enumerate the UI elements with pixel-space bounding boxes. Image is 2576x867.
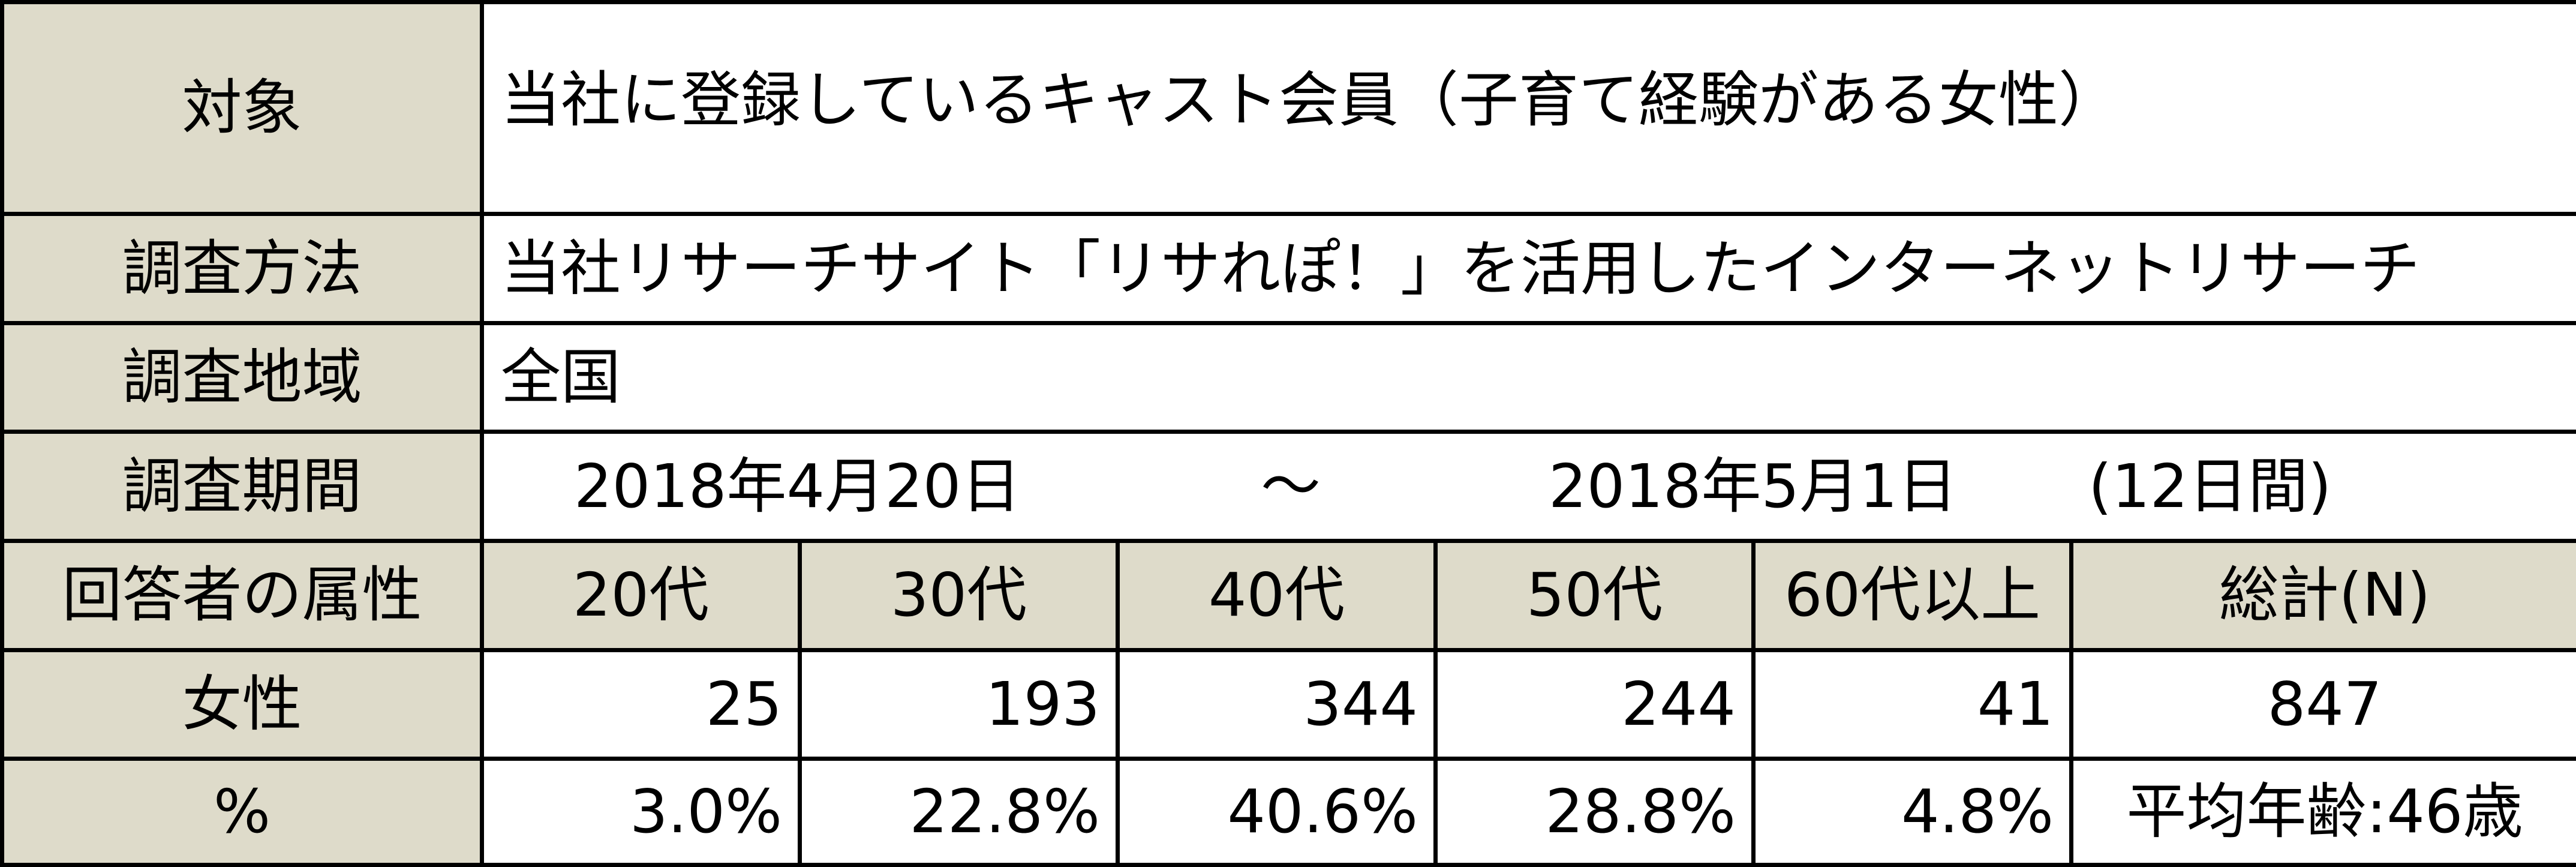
row-method: 調査方法 当社リサーチサイト「リサれぽ！」を活用したインターネットリサーチ — [0, 212, 2576, 325]
attributes-label: 回答者の属性 — [0, 539, 484, 652]
total-header: 総計(N) — [2069, 539, 2576, 652]
percent-30s: 22.8% — [798, 757, 1120, 867]
row-female: 女性 25 193 344 244 41 847 — [0, 647, 2576, 761]
age-header-40s: 40代 — [1116, 539, 1438, 652]
region-label: 調査地域 — [0, 320, 484, 434]
age-header-30s: 30代 — [798, 539, 1120, 652]
female-count-total: 847 — [2069, 647, 2576, 761]
target-label: 対象 — [0, 0, 484, 217]
row-period: 調査期間 2018年4月20日 ～ 2018年5月1日 (12日間) — [0, 430, 2576, 544]
percent-50s: 28.8% — [1433, 757, 1756, 867]
region-value: 全国 — [479, 320, 2576, 434]
percent-20s: 3.0% — [480, 757, 802, 867]
percent-60s-plus: 4.8% — [1751, 757, 2073, 867]
age-header-60s-plus: 60代以上 — [1751, 539, 2073, 652]
row-target: 対象 当社に登録しているキャスト会員（子育て経験がある女性） — [0, 0, 2576, 217]
average-age: 平均年齢:46歳 — [2069, 757, 2576, 867]
method-label: 調査方法 — [0, 212, 484, 325]
period-end: 2018年5月1日 — [1549, 451, 1958, 521]
method-value: 当社リサーチサイト「リサれぽ！」を活用したインターネットリサーチ — [479, 212, 2576, 325]
female-count-30s: 193 — [798, 647, 1120, 761]
period-line: 2018年4月20日 ～ 2018年5月1日 (12日間) — [486, 436, 2574, 537]
row-region: 調査地域 全国 — [0, 320, 2576, 434]
period-label: 調査期間 — [0, 430, 484, 544]
female-count-20s: 25 — [480, 647, 802, 761]
period-separator: ～ — [1261, 451, 1321, 521]
female-count-60s-plus: 41 — [1751, 647, 2073, 761]
period-start: 2018年4月20日 — [574, 451, 1021, 521]
percent-40s: 40.6% — [1116, 757, 1438, 867]
percent-label: % — [0, 757, 484, 867]
target-value: 当社に登録しているキャスト会員（子育て経験がある女性） — [479, 0, 2576, 217]
row-attributes: 回答者の属性 20代 30代 40代 50代 60代以上 総計(N) — [0, 539, 2576, 652]
period-value: 2018年4月20日 ～ 2018年5月1日 (12日間) — [479, 430, 2576, 544]
period-days: (12日間) — [2088, 451, 2332, 521]
age-header-20s: 20代 — [480, 539, 802, 652]
female-count-50s: 244 — [1433, 647, 1756, 761]
female-count-40s: 344 — [1116, 647, 1438, 761]
age-header-50s: 50代 — [1433, 539, 1756, 652]
row-percent: % 3.0% 22.8% 40.6% 28.8% 4.8% 平均年齢:46歳 — [0, 757, 2576, 867]
female-label: 女性 — [0, 647, 484, 761]
